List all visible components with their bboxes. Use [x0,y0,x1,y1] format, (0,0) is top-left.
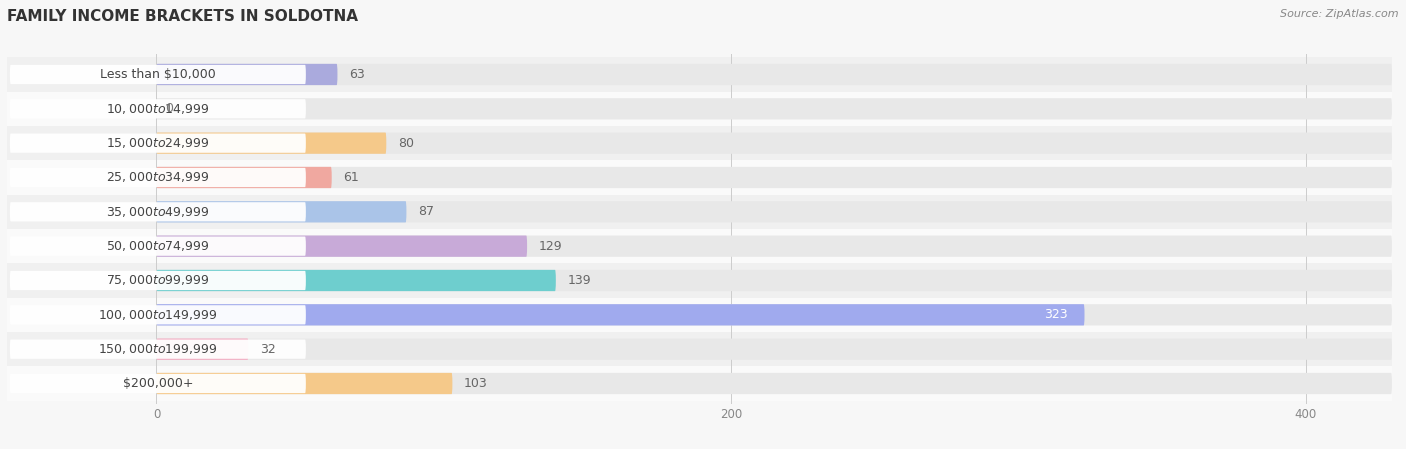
FancyBboxPatch shape [156,236,527,257]
Bar [7,195,1392,229]
Text: 323: 323 [1043,308,1067,321]
FancyBboxPatch shape [156,64,337,85]
FancyBboxPatch shape [156,167,332,188]
FancyBboxPatch shape [156,201,1392,222]
Bar [7,366,1392,401]
Bar [7,332,1392,366]
Text: 61: 61 [343,171,359,184]
FancyBboxPatch shape [156,373,1392,394]
FancyBboxPatch shape [156,201,406,222]
Text: $75,000 to $99,999: $75,000 to $99,999 [105,273,209,287]
Text: 139: 139 [567,274,591,287]
Bar [7,298,1392,332]
FancyBboxPatch shape [156,304,1084,326]
Text: 87: 87 [418,205,434,218]
FancyBboxPatch shape [156,270,555,291]
Bar [7,263,1392,298]
FancyBboxPatch shape [156,167,1392,188]
Text: 63: 63 [349,68,364,81]
Text: $10,000 to $14,999: $10,000 to $14,999 [105,102,209,116]
FancyBboxPatch shape [156,339,249,360]
Bar [7,57,1392,92]
Text: 80: 80 [398,136,413,150]
FancyBboxPatch shape [156,339,1392,360]
FancyBboxPatch shape [10,237,307,256]
FancyBboxPatch shape [10,305,307,325]
FancyBboxPatch shape [156,270,1392,291]
Text: $35,000 to $49,999: $35,000 to $49,999 [105,205,209,219]
FancyBboxPatch shape [156,98,1392,119]
FancyBboxPatch shape [10,65,307,84]
Bar [7,160,1392,195]
Text: $200,000+: $200,000+ [122,377,193,390]
FancyBboxPatch shape [10,99,307,119]
FancyBboxPatch shape [10,202,307,221]
Text: 103: 103 [464,377,488,390]
FancyBboxPatch shape [156,64,1392,85]
Text: FAMILY INCOME BRACKETS IN SOLDOTNA: FAMILY INCOME BRACKETS IN SOLDOTNA [7,9,359,24]
Text: $15,000 to $24,999: $15,000 to $24,999 [105,136,209,150]
FancyBboxPatch shape [10,168,307,187]
FancyBboxPatch shape [156,132,387,154]
Bar [7,126,1392,160]
Text: Source: ZipAtlas.com: Source: ZipAtlas.com [1281,9,1399,19]
Text: 32: 32 [260,343,276,356]
Text: $50,000 to $74,999: $50,000 to $74,999 [105,239,209,253]
Text: 0: 0 [165,102,173,115]
FancyBboxPatch shape [10,339,307,359]
FancyBboxPatch shape [156,236,1392,257]
Text: $25,000 to $34,999: $25,000 to $34,999 [105,171,209,185]
FancyBboxPatch shape [10,271,307,290]
Text: $150,000 to $199,999: $150,000 to $199,999 [98,342,218,356]
FancyBboxPatch shape [156,304,1392,326]
Text: Less than $10,000: Less than $10,000 [100,68,215,81]
FancyBboxPatch shape [10,374,307,393]
Bar [7,229,1392,263]
Text: 129: 129 [538,240,562,253]
FancyBboxPatch shape [156,132,1392,154]
FancyBboxPatch shape [10,133,307,153]
FancyBboxPatch shape [156,373,453,394]
Text: $100,000 to $149,999: $100,000 to $149,999 [98,308,218,322]
Bar [7,92,1392,126]
